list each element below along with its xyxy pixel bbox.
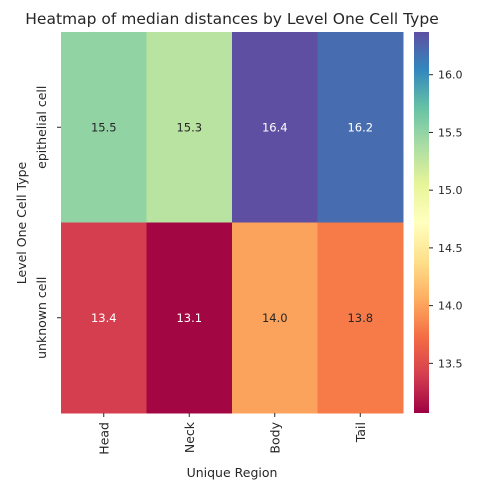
heatmap-cell — [232, 222, 318, 414]
heatmap-cells: 15.5 15.3 16.4 16.2 13.4 13.1 14.0 13.8 — [61, 32, 404, 414]
cell-value-label: 13.8 — [347, 311, 373, 325]
cell-value-label: 13.4 — [91, 311, 117, 325]
heatmap-cell — [317, 222, 404, 414]
cell-value-label: 15.3 — [176, 120, 202, 134]
heatmap-cell — [146, 32, 233, 223]
x-axis-ticks: Head Neck Body Tail — [96, 413, 368, 455]
colorbar-tick-label: 13.5 — [438, 357, 463, 370]
colorbar-tick-label: 15.0 — [438, 184, 463, 197]
x-tick-label: Head — [96, 422, 111, 455]
chart-title: Heatmap of median distances by Level One… — [25, 10, 438, 28]
heatmap-cell — [61, 32, 147, 223]
heatmap-cell — [61, 222, 147, 414]
colorbar — [414, 32, 429, 413]
x-tick-label: Neck — [182, 421, 197, 453]
colorbar-ticks: 13.5 14.0 14.5 15.0 15.5 16.0 — [429, 69, 463, 370]
cell-value-label: 14.0 — [262, 311, 288, 325]
colorbar-tick-label: 14.0 — [438, 300, 463, 313]
y-axis-ticks: epithelial cell unknown cell — [34, 86, 61, 359]
colorbar-tick-label: 14.5 — [438, 242, 463, 255]
cell-value-label: 16.2 — [347, 120, 373, 134]
cell-value-label: 16.4 — [262, 120, 288, 134]
x-tick-label: Body — [267, 421, 282, 453]
y-axis-label: Level One Cell Type — [14, 161, 29, 284]
y-tick-label: epithelial cell — [34, 86, 49, 169]
colorbar-tick-label: 16.0 — [438, 69, 463, 82]
cell-value-label: 13.1 — [176, 311, 202, 325]
heatmap-cell — [232, 32, 318, 223]
heatmap-cell — [146, 222, 233, 414]
y-tick-label: unknown cell — [34, 277, 49, 359]
cell-value-label: 15.5 — [91, 120, 117, 134]
colorbar-tick-label: 15.5 — [438, 126, 463, 139]
heatmap-cell — [317, 32, 404, 223]
x-axis-label: Unique Region — [187, 465, 278, 480]
x-tick-label: Tail — [353, 422, 368, 443]
